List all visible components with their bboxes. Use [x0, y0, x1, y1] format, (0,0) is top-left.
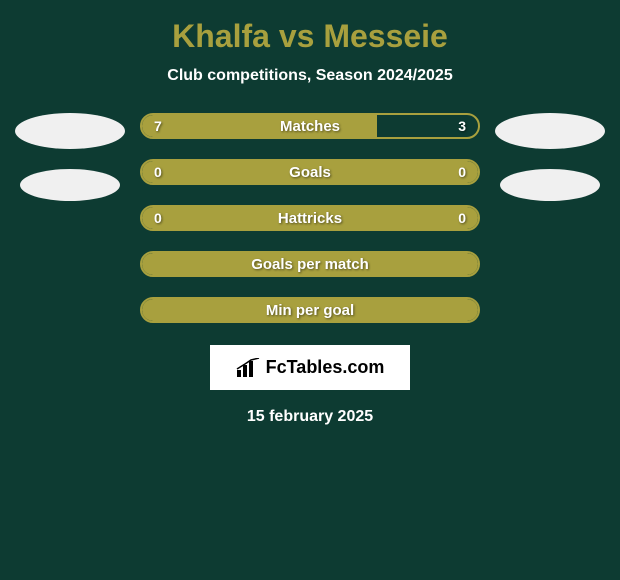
date-label: 15 february 2025 [247, 408, 373, 426]
player-badge-right-2 [500, 169, 600, 201]
bar-value-left: 0 [154, 207, 162, 229]
bar-label: Goals per match [142, 253, 478, 275]
watermark: FcTables.com [210, 345, 411, 390]
stat-bar: Hattricks0 0 [140, 205, 480, 231]
bar-value-left: 0 [154, 161, 162, 183]
bar-label: Goals [142, 161, 478, 183]
bar-chart-icon [236, 358, 260, 378]
player-badge-left-1 [15, 113, 125, 149]
player-badge-left-2 [20, 169, 120, 201]
bar-value-right: 3 [458, 115, 466, 137]
stat-bar: Goals0 0 [140, 159, 480, 185]
stat-bars-column: Matches73Goals00Hattricks00Goals per mat… [140, 113, 480, 323]
stat-bar: Goals per match [140, 251, 480, 277]
bar-label: Min per goal [142, 299, 478, 321]
stat-bar: Matches7 3 [140, 113, 480, 139]
left-badge-column [0, 113, 140, 221]
stats-area: Matches73Goals00Hattricks00Goals per mat… [0, 113, 620, 323]
bar-label: Hattricks [142, 207, 478, 229]
page-title: Khalfa vs Messeie [172, 18, 448, 55]
main-container: Khalfa vs Messeie Club competitions, Sea… [0, 0, 620, 436]
subtitle: Club competitions, Season 2024/2025 [167, 67, 452, 85]
watermark-text: FcTables.com [266, 357, 385, 378]
right-badge-column [480, 113, 620, 221]
stat-bar: Min per goal [140, 297, 480, 323]
bar-label: Matches [142, 115, 478, 137]
bar-value-right: 0 [458, 161, 466, 183]
bar-value-left: 7 [154, 115, 162, 137]
bar-value-right: 0 [458, 207, 466, 229]
player-badge-right-1 [495, 113, 605, 149]
